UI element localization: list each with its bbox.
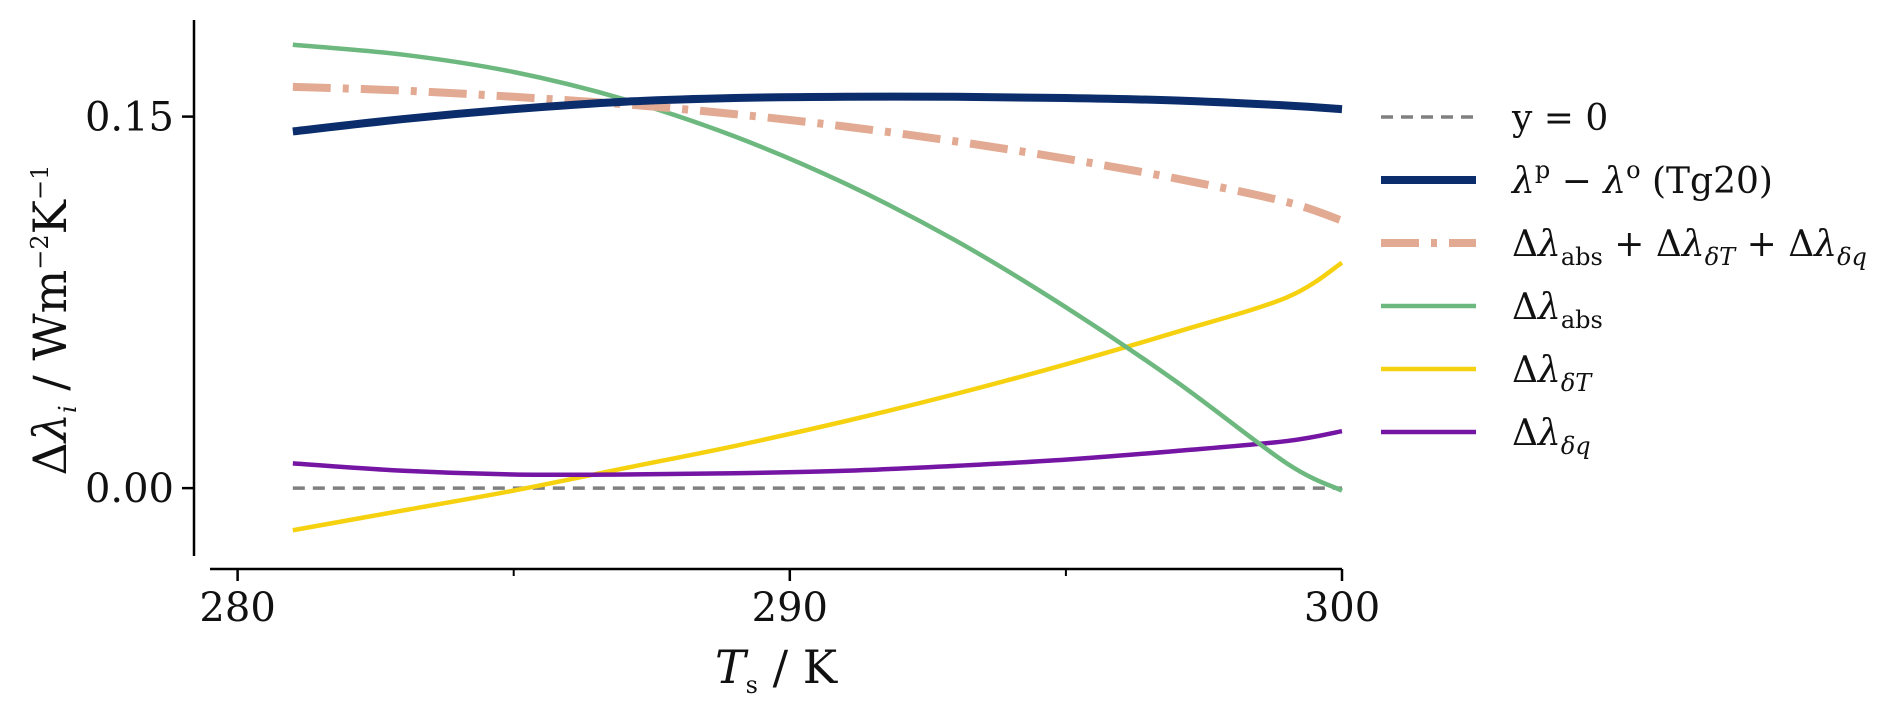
legend-entry-dl-dT-label: ΔλδT [1512, 350, 1593, 397]
axes [192, 20, 1342, 571]
x-tick-label: 300 [1304, 585, 1380, 631]
legend-entry-y-zero-label: y = 0 [1511, 98, 1608, 139]
ticks: 280 290 300 0.00 0.15 [85, 95, 1380, 631]
x-axis-title: Ts / K [715, 640, 839, 699]
series-dl-dq [292, 428, 1343, 478]
series-dl-dT [292, 260, 1344, 533]
x-tick-label: 290 [752, 585, 828, 631]
series-dl-sum [292, 82, 1344, 225]
y-tick-label: 0.00 [85, 466, 174, 512]
series-layer [292, 42, 1344, 533]
legend-entry-dl-abs-label: Δλabs [1512, 287, 1603, 334]
legend-entry-dl-sum-label: Δλabs + ΔλδT + Δλδq [1512, 224, 1867, 271]
legend: y = 0 λp − λo (Tg20) Δλabs + ΔλδT + Δλδq Δλ… [1381, 98, 1867, 460]
legend-entry-lambda-diff-tg20-label: λp − λo (Tg20) [1510, 156, 1773, 202]
legend-entry-dl-dq-label: Δλδq [1512, 413, 1591, 460]
y-tick-label: 0.15 [85, 95, 174, 141]
y-axis-title: Δλi / Wm−2K−1 [23, 165, 82, 476]
x-tick-label: 280 [199, 585, 275, 631]
series-dl-abs [292, 42, 1343, 493]
series-lambda-diff-tg20 [292, 92, 1343, 136]
